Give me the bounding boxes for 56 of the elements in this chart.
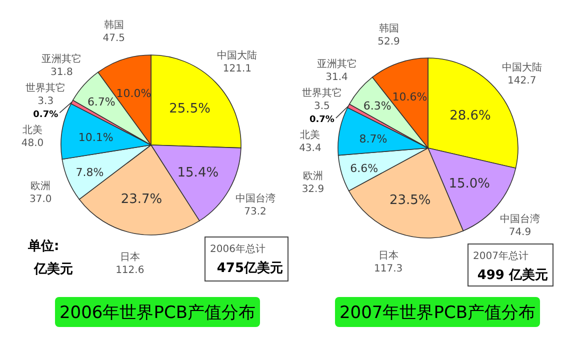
text: 2007年世界PCB产值分布 xyxy=(339,303,536,323)
slice-label: 日本 xyxy=(120,251,140,264)
text: 6.3% xyxy=(363,100,392,113)
text: 6.6% xyxy=(350,162,378,175)
data-label: 37.0 xyxy=(30,194,52,206)
slice-label: 北美 xyxy=(300,129,320,142)
text: 2007年总计 xyxy=(473,250,528,262)
slice-label: 世界其它 xyxy=(302,87,342,100)
data-label: 121.1 xyxy=(222,64,252,75)
text: 2006年世界PCB产值分布 xyxy=(59,303,256,323)
data-label: 47.5 xyxy=(102,32,126,44)
slice-label: 中国台湾 xyxy=(235,192,276,204)
data-label: 3.3 xyxy=(38,96,54,107)
text: 单位: xyxy=(27,238,60,254)
data-label: 52.9 xyxy=(378,36,400,48)
text: 8.7% xyxy=(359,132,388,146)
text: 10.6% xyxy=(392,90,428,104)
data-label: 142.7 xyxy=(508,75,536,86)
data-label: 48.0 xyxy=(21,138,44,149)
slice-label: 世界其它 xyxy=(26,82,66,94)
text: 15.4% xyxy=(177,166,219,181)
data-label: 31.8 xyxy=(50,66,73,78)
text: 亿美元 xyxy=(33,261,73,277)
slice-label: 亚洲其它 xyxy=(42,52,82,65)
data-label: 31.4 xyxy=(326,72,348,84)
text: 0.7% xyxy=(33,110,58,120)
slice-label: 中国大陆 xyxy=(217,50,258,62)
data-label: 43.4 xyxy=(299,143,322,154)
slice-label: 中国大陆 xyxy=(502,61,542,74)
slice-label: 中国台湾 xyxy=(500,213,540,226)
data-label: 73.2 xyxy=(244,206,266,218)
slice-label: 欧洲 xyxy=(30,180,51,192)
slice-label: 韩国 xyxy=(378,22,399,35)
slice-label: 韩国 xyxy=(104,18,124,31)
text: 15.0% xyxy=(448,176,490,192)
data-label: 117.3 xyxy=(374,263,403,274)
text: 0.7% xyxy=(309,115,334,126)
text: 28.6% xyxy=(450,108,491,124)
slice-label: 日本 xyxy=(378,249,398,262)
text: 23.7% xyxy=(120,192,162,208)
text: 475亿美元 xyxy=(216,260,283,276)
data-label: 3.5 xyxy=(314,101,330,112)
text: 2006年总计 xyxy=(210,243,266,255)
data-label: 112.6 xyxy=(116,265,144,276)
slice-label: 亚洲其它 xyxy=(316,58,357,70)
text: 23.5% xyxy=(389,192,431,208)
data-label: 74.9 xyxy=(508,227,532,238)
text: 25.5% xyxy=(169,101,210,116)
slice-label: 北美 xyxy=(22,124,43,136)
text: 7.8% xyxy=(76,166,104,180)
text: 499 亿美元 xyxy=(477,267,548,283)
data-label: 32.9 xyxy=(302,184,324,196)
slice-label: 欧洲 xyxy=(302,170,323,182)
text: 6.7% xyxy=(87,96,116,109)
text: 10.0% xyxy=(116,86,152,100)
text: 10.1% xyxy=(78,131,114,144)
